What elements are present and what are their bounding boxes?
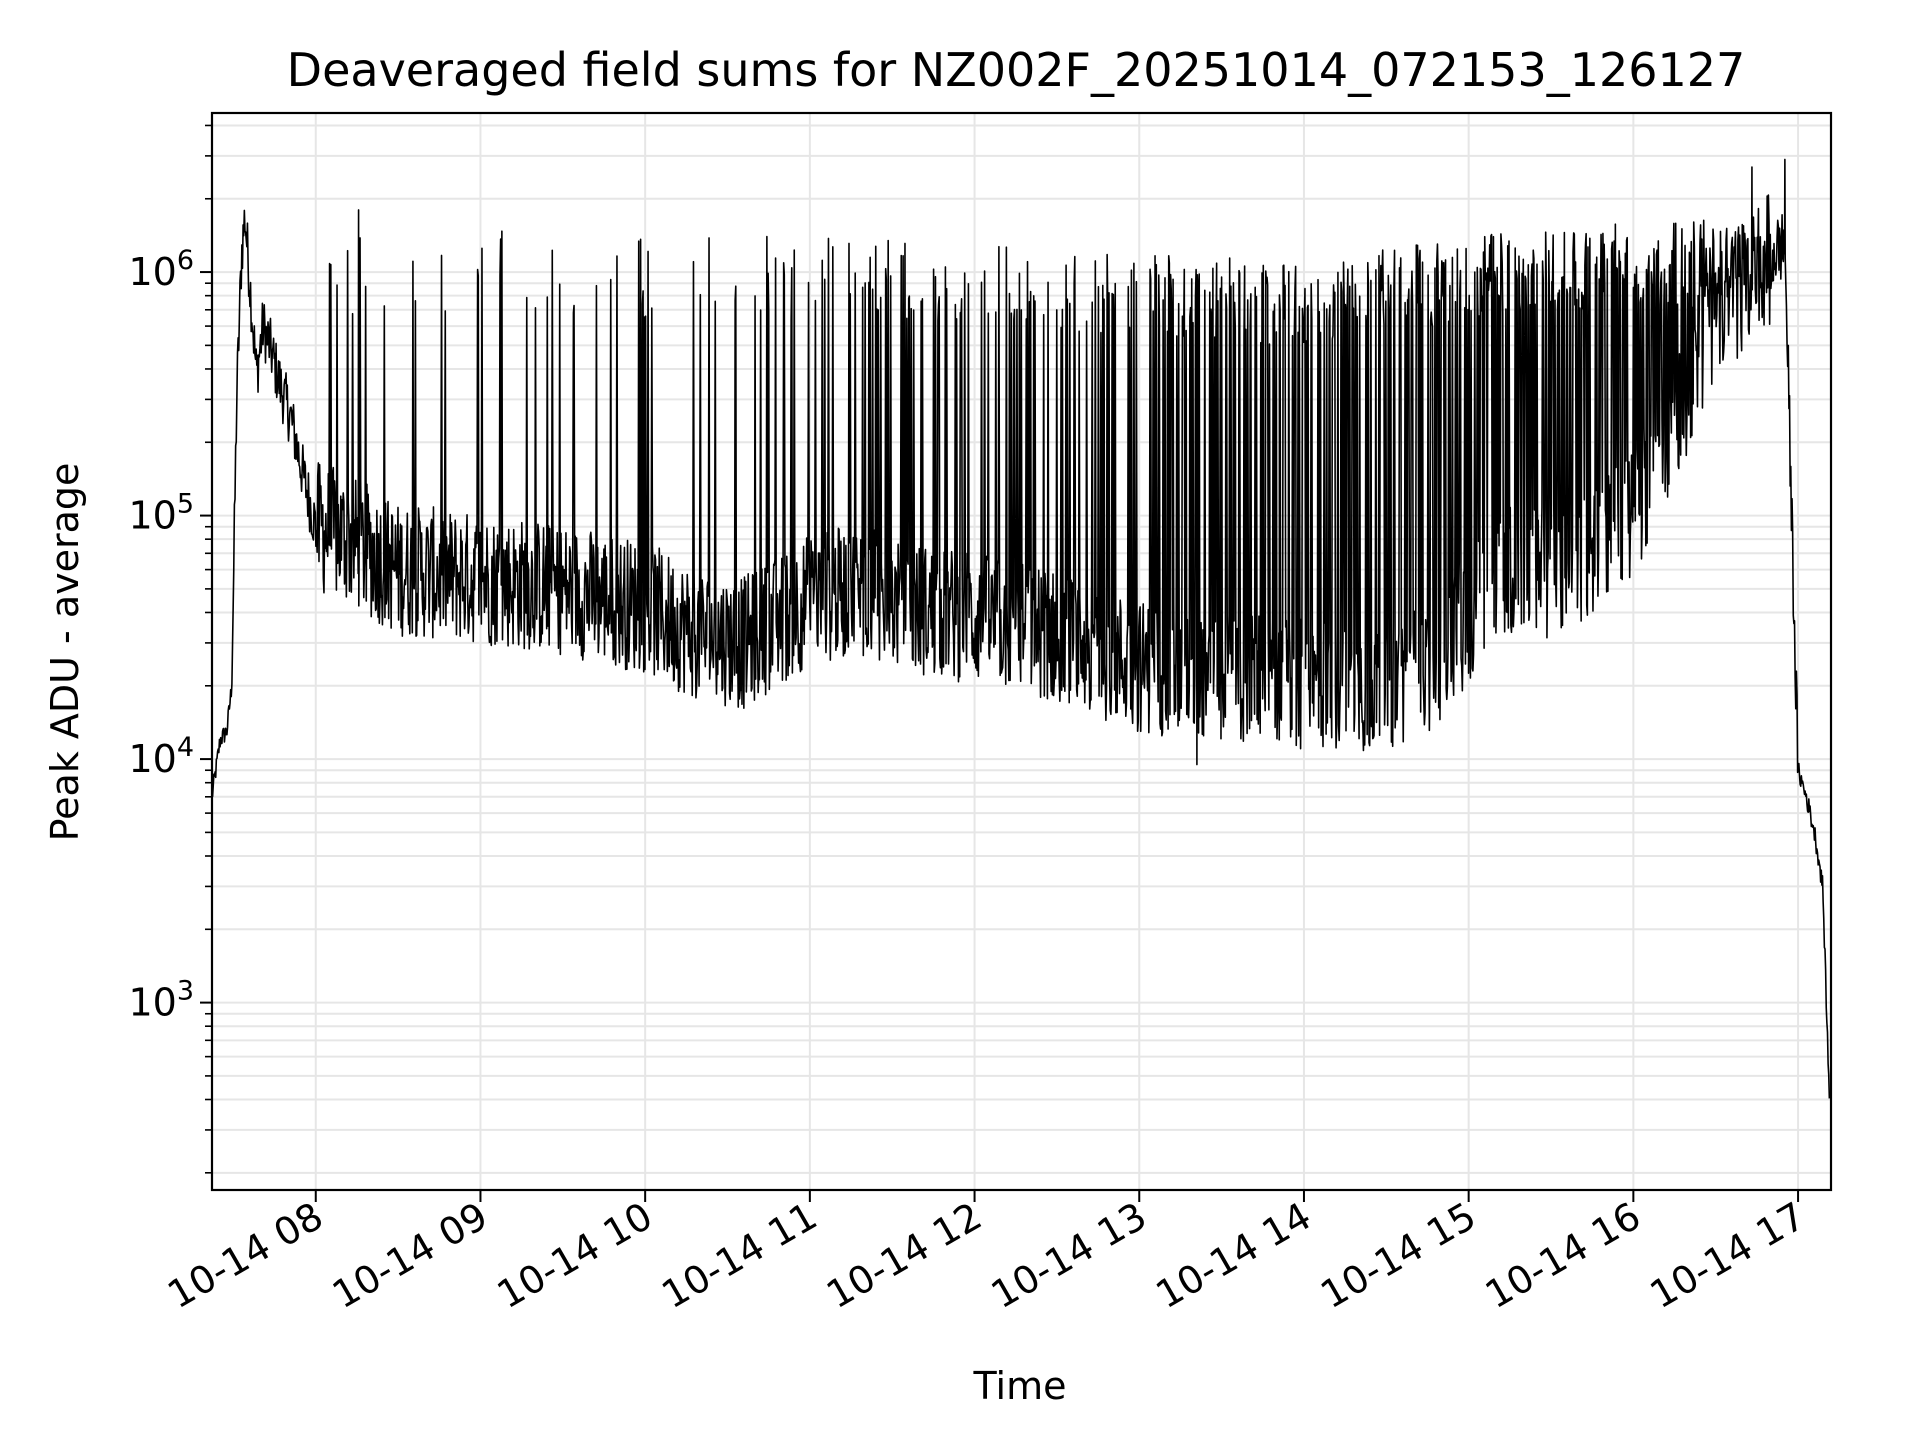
y-axis-label: Peak ADU - average xyxy=(43,463,87,842)
x-axis-label: Time xyxy=(973,1364,1067,1408)
x-tick-label: 10-14 14 xyxy=(1148,1194,1318,1318)
y-tick-base: 10 xyxy=(128,494,176,538)
x-tick-label: 10-14 13 xyxy=(984,1194,1154,1318)
chart-title: Deaveraged field sums for NZ002F_2025101… xyxy=(287,43,1746,97)
y-tick-exponent: 5 xyxy=(177,489,194,520)
y-tick-label: 106 xyxy=(128,245,194,294)
y-tick-base: 10 xyxy=(128,250,176,294)
x-tick-label: 10-14 12 xyxy=(819,1194,989,1318)
data-series xyxy=(211,158,1831,1099)
x-tick-label: 10-14 16 xyxy=(1478,1194,1648,1318)
plot-frame xyxy=(210,111,1833,1192)
y-tick-exponent: 3 xyxy=(177,976,194,1007)
x-tick-label: 10-14 11 xyxy=(654,1194,824,1318)
x-tick-label: 10-14 08 xyxy=(160,1194,330,1318)
y-tick-label: 104 xyxy=(128,732,194,781)
y-tick-exponent: 4 xyxy=(177,732,194,763)
y-tick-exponent: 6 xyxy=(177,245,194,276)
x-tick-label: 10-14 17 xyxy=(1643,1194,1813,1318)
y-tick-base: 10 xyxy=(128,981,176,1025)
y-tick-label: 105 xyxy=(128,489,194,538)
y-tick-base: 10 xyxy=(128,737,176,781)
x-tick-label: 10-14 10 xyxy=(490,1194,660,1318)
x-tick-label: 10-14 09 xyxy=(325,1194,495,1318)
x-tick-label: 10-14 15 xyxy=(1313,1194,1483,1318)
series-line-deaveraged-sum xyxy=(211,158,1831,1099)
y-tick-label: 103 xyxy=(128,976,194,1025)
